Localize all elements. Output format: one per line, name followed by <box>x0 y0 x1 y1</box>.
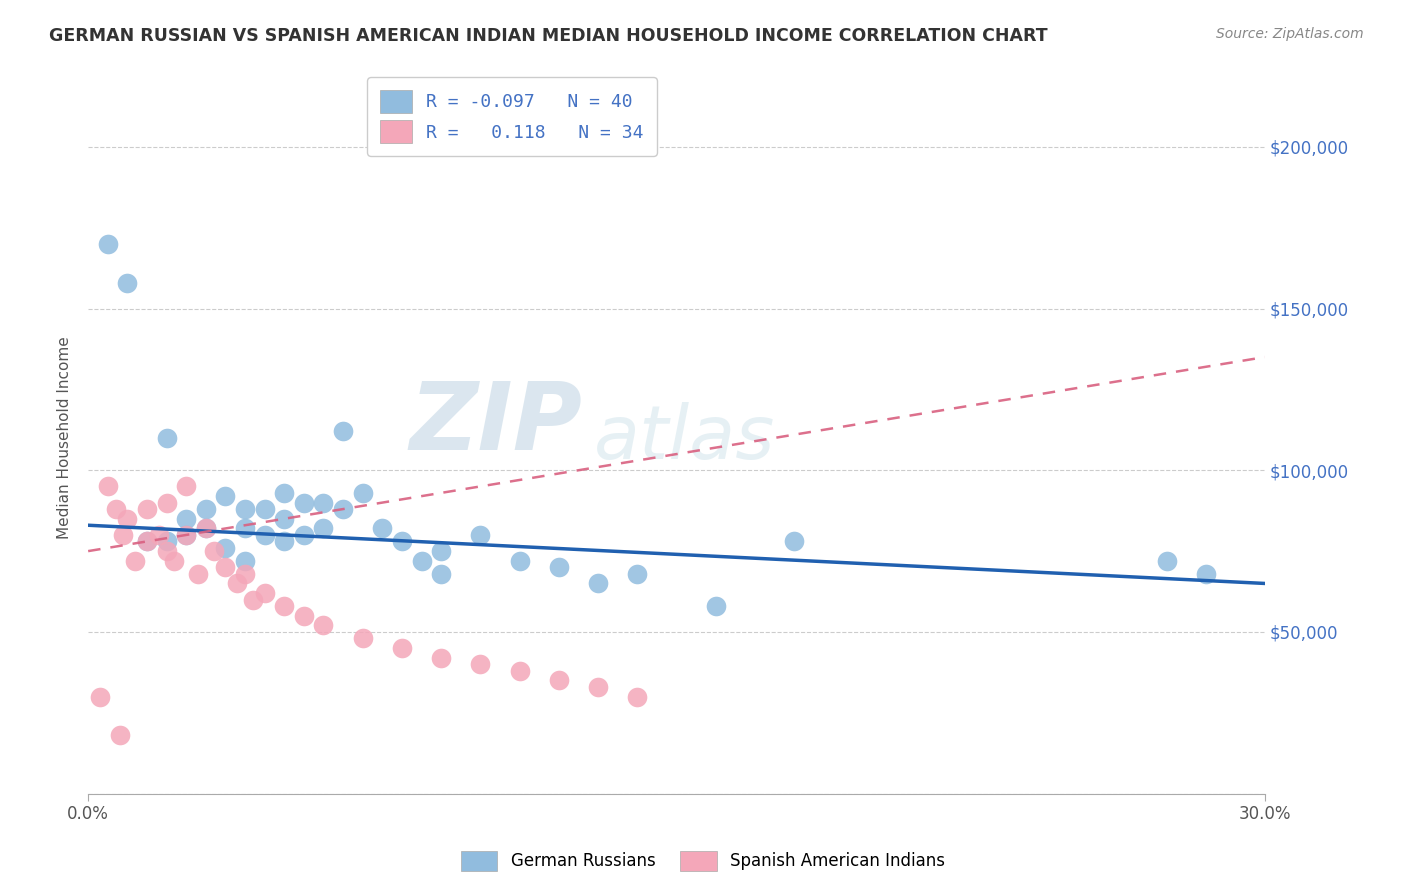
Point <box>136 534 159 549</box>
Point <box>273 599 295 613</box>
Point <box>124 554 146 568</box>
Point <box>292 495 315 509</box>
Point <box>371 521 394 535</box>
Point <box>97 236 120 251</box>
Point <box>273 534 295 549</box>
Point <box>704 599 727 613</box>
Point <box>117 512 139 526</box>
Point <box>242 592 264 607</box>
Point <box>174 528 197 542</box>
Legend: R = -0.097   N = 40, R =   0.118   N = 34: R = -0.097 N = 40, R = 0.118 N = 34 <box>367 77 657 156</box>
Point <box>155 534 177 549</box>
Text: GERMAN RUSSIAN VS SPANISH AMERICAN INDIAN MEDIAN HOUSEHOLD INCOME CORRELATION CH: GERMAN RUSSIAN VS SPANISH AMERICAN INDIA… <box>49 27 1047 45</box>
Point <box>273 512 295 526</box>
Point <box>626 690 648 704</box>
Point <box>174 512 197 526</box>
Point <box>187 566 209 581</box>
Point <box>174 479 197 493</box>
Point <box>214 560 236 574</box>
Text: atlas: atlas <box>595 402 776 474</box>
Point <box>430 650 453 665</box>
Point <box>430 566 453 581</box>
Text: ZIP: ZIP <box>409 377 582 470</box>
Point <box>509 554 531 568</box>
Point <box>214 489 236 503</box>
Point <box>253 502 276 516</box>
Point <box>155 544 177 558</box>
Point <box>352 632 374 646</box>
Point <box>586 680 609 694</box>
Point <box>89 690 111 704</box>
Point <box>163 554 186 568</box>
Point <box>253 528 276 542</box>
Point <box>233 502 256 516</box>
Point <box>174 528 197 542</box>
Point <box>332 502 354 516</box>
Point <box>233 554 256 568</box>
Point <box>155 495 177 509</box>
Text: Source: ZipAtlas.com: Source: ZipAtlas.com <box>1216 27 1364 41</box>
Point <box>202 544 225 558</box>
Point <box>430 544 453 558</box>
Point <box>391 641 413 656</box>
Point <box>312 495 335 509</box>
Point <box>391 534 413 549</box>
Point <box>626 566 648 581</box>
Point <box>136 534 159 549</box>
Point <box>332 425 354 439</box>
Point <box>104 502 127 516</box>
Point <box>233 566 256 581</box>
Point <box>148 528 170 542</box>
Point <box>1156 554 1178 568</box>
Point <box>108 729 131 743</box>
Point <box>226 576 249 591</box>
Point <box>292 608 315 623</box>
Point <box>136 502 159 516</box>
Point <box>233 521 256 535</box>
Point <box>509 664 531 678</box>
Point <box>155 431 177 445</box>
Point <box>312 618 335 632</box>
Point <box>194 521 217 535</box>
Point <box>112 528 135 542</box>
Point <box>292 528 315 542</box>
Point <box>312 521 335 535</box>
Point <box>411 554 433 568</box>
Point <box>352 486 374 500</box>
Point <box>1195 566 1218 581</box>
Point <box>547 673 569 688</box>
Legend: German Russians, Spanish American Indians: German Russians, Spanish American Indian… <box>453 842 953 880</box>
Y-axis label: Median Household Income: Median Household Income <box>58 336 72 540</box>
Point <box>586 576 609 591</box>
Point <box>253 586 276 600</box>
Point <box>547 560 569 574</box>
Point <box>470 657 492 672</box>
Point <box>97 479 120 493</box>
Point <box>194 502 217 516</box>
Point <box>273 486 295 500</box>
Point <box>783 534 806 549</box>
Point <box>470 528 492 542</box>
Point <box>117 276 139 290</box>
Point <box>194 521 217 535</box>
Point <box>214 541 236 555</box>
